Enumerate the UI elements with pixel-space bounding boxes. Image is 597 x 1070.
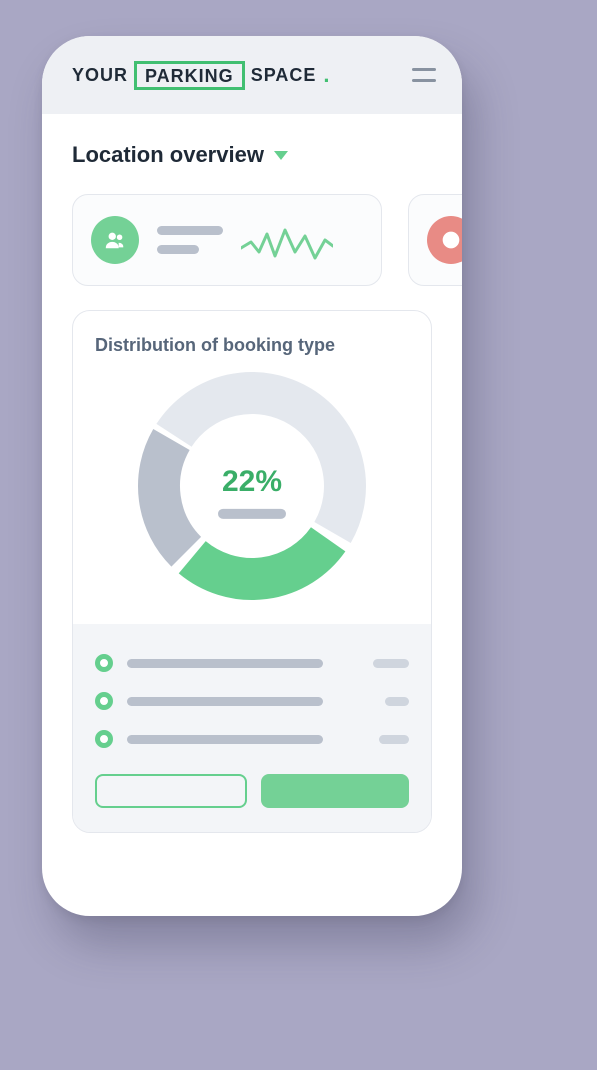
secondary-button[interactable] [95, 774, 247, 808]
logo: YOUR PARKING SPACE . [72, 61, 331, 90]
logo-word-space: SPACE [251, 65, 317, 86]
chart-title: Distribution of booking type [73, 311, 431, 364]
donut-segment [159, 440, 186, 552]
donut-segment [192, 539, 328, 579]
chevron-down-icon [274, 151, 288, 160]
legend-dot-icon [95, 654, 113, 672]
stat-card-text [157, 226, 223, 254]
stat-card[interactable] [408, 194, 462, 286]
menu-button[interactable] [412, 68, 436, 82]
logo-word-your: YOUR [72, 65, 128, 86]
donut-chart: 22% [73, 364, 431, 624]
phone-frame: YOUR PARKING SPACE . Location overview D… [42, 36, 462, 916]
legend-button-row [95, 774, 409, 808]
legend-label [127, 735, 323, 744]
legend-value [373, 659, 409, 668]
stat-card[interactable] [72, 194, 382, 286]
legend-label [127, 697, 323, 706]
top-bar: YOUR PARKING SPACE . [42, 36, 462, 114]
distribution-card: Distribution of booking type 22% [72, 310, 432, 833]
primary-button[interactable] [261, 774, 409, 808]
people-icon [91, 216, 139, 264]
legend-label [127, 659, 323, 668]
legend-panel [73, 624, 431, 832]
donut-center-value: 22% [218, 465, 286, 499]
warning-icon [427, 216, 462, 264]
location-overview-dropdown[interactable]: Location overview [72, 142, 462, 168]
legend-value [379, 735, 409, 744]
content-area: Location overview Distribution of bookin… [42, 114, 462, 833]
donut-center: 22% [218, 465, 286, 519]
logo-word-parking: PARKING [134, 61, 245, 90]
legend-dot-icon [95, 692, 113, 710]
donut-center-bar [218, 509, 286, 519]
legend-row [95, 644, 409, 682]
legend-row [95, 682, 409, 720]
legend-value [385, 697, 409, 706]
sparkline [241, 212, 333, 268]
page-title: Location overview [72, 142, 264, 168]
stat-cards-row [72, 194, 462, 286]
legend-dot-icon [95, 730, 113, 748]
legend-row [95, 720, 409, 758]
